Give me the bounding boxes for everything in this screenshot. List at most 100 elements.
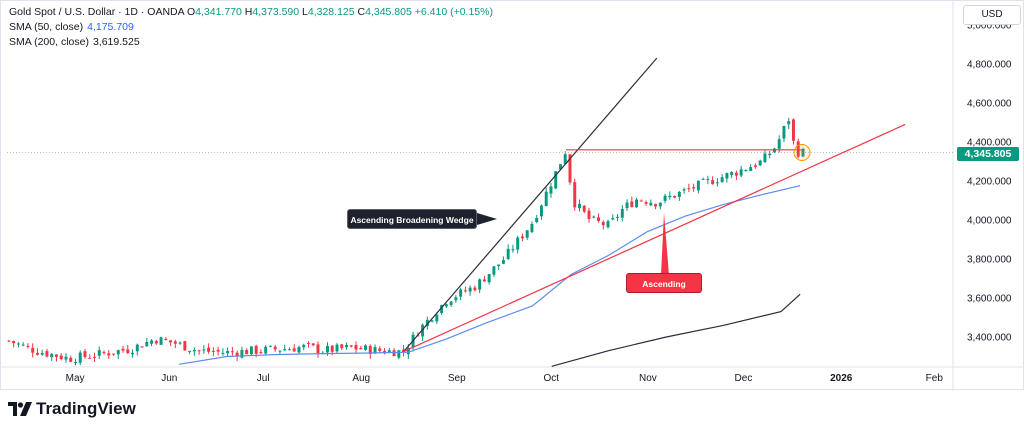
sma200-line bbox=[551, 293, 801, 367]
breakout-highlight bbox=[793, 144, 811, 162]
last-price-tag: 4,345.805 bbox=[957, 147, 1019, 161]
candle-body bbox=[430, 320, 434, 322]
candle-body bbox=[102, 351, 106, 353]
candle-body bbox=[739, 169, 743, 176]
candle-body bbox=[40, 352, 44, 355]
sma200-label: SMA (200, close) bbox=[9, 36, 89, 48]
low-label: L bbox=[302, 6, 308, 18]
candle-body bbox=[121, 348, 125, 351]
candle-body bbox=[782, 126, 786, 139]
x-tick-label: Aug bbox=[352, 373, 370, 384]
candle-body bbox=[254, 345, 258, 354]
candle-body bbox=[635, 199, 639, 208]
candle-body bbox=[35, 352, 39, 355]
close-label: C bbox=[357, 6, 366, 18]
candle-body bbox=[387, 350, 391, 353]
candle-body bbox=[544, 191, 548, 206]
candle-body bbox=[226, 351, 230, 354]
candle-body bbox=[216, 349, 220, 352]
x-tick-label: Nov bbox=[639, 373, 657, 384]
candle-body bbox=[587, 210, 591, 219]
symbol-legend[interactable]: Gold Spot / U.S. Dollar · 1D · OANDA O4,… bbox=[9, 5, 493, 20]
candle-body bbox=[159, 337, 163, 345]
change-value: +6.410 (+0.15%) bbox=[414, 6, 493, 18]
candle-body bbox=[264, 346, 268, 354]
candle-body bbox=[715, 182, 719, 184]
candle-body bbox=[487, 274, 491, 283]
candle-body bbox=[297, 347, 301, 353]
candle-body bbox=[249, 346, 253, 355]
candle-body bbox=[682, 189, 686, 191]
triangle-annotation[interactable]: Ascending Triangle bbox=[626, 273, 702, 309]
sma200-legend[interactable]: SMA (200, close) 3,619.525 bbox=[9, 35, 140, 50]
candle-body bbox=[392, 350, 396, 357]
candle-body bbox=[373, 347, 377, 354]
candle-body bbox=[525, 230, 529, 238]
candle-body bbox=[207, 347, 211, 352]
candle-body bbox=[335, 344, 339, 352]
candle-body bbox=[188, 350, 192, 352]
sma50-value: 4,175.709 bbox=[87, 21, 134, 33]
candle-body bbox=[687, 188, 691, 190]
wedge-annotation[interactable]: Ascending Broadening Wedge bbox=[347, 209, 477, 229]
candle-body bbox=[468, 287, 472, 292]
x-tick-label: Oct bbox=[543, 373, 559, 384]
candle-body bbox=[539, 205, 543, 217]
candle-body bbox=[59, 355, 63, 360]
candle-body bbox=[192, 350, 196, 352]
candle-body bbox=[620, 208, 624, 218]
x-tick-label: May bbox=[66, 373, 85, 384]
candle-body bbox=[326, 346, 329, 353]
candle-body bbox=[50, 353, 54, 358]
candle-body bbox=[345, 345, 348, 348]
candle-body bbox=[135, 344, 139, 352]
y-tick-label: 3,600.000 bbox=[967, 294, 1012, 305]
support-trendline bbox=[403, 123, 906, 353]
open-value: 4,341.770 bbox=[195, 6, 242, 18]
candle-body bbox=[677, 191, 681, 198]
candle-body bbox=[578, 203, 581, 209]
candle-body bbox=[463, 290, 467, 292]
chart-frame[interactable]: 3,400.000 3,600.000 3,800.000 4,000.000 4,20… bbox=[0, 0, 1024, 391]
y-tick-label: 5,000.000 bbox=[967, 21, 1012, 32]
candle-body bbox=[644, 201, 648, 204]
candle-body bbox=[64, 356, 68, 360]
candle-body bbox=[592, 216, 596, 218]
candle-body bbox=[150, 340, 154, 344]
candle-body bbox=[573, 182, 577, 208]
candle-body bbox=[112, 353, 115, 355]
candle-body bbox=[69, 357, 73, 362]
candle-body bbox=[673, 195, 677, 198]
x-tick-label: Feb bbox=[926, 373, 944, 384]
candle-body bbox=[435, 314, 439, 322]
candle-body bbox=[482, 279, 486, 282]
high-label: H bbox=[244, 6, 253, 18]
candle-body bbox=[316, 344, 320, 354]
price-chart[interactable]: 3,400.000 3,600.000 3,800.000 4,000.000 4,20… bbox=[1, 1, 1024, 391]
candle-body bbox=[501, 260, 505, 264]
candle-body bbox=[601, 221, 605, 226]
sma50-legend[interactable]: SMA (50, close) 4,175.709 bbox=[9, 20, 134, 35]
candle-body bbox=[140, 346, 144, 348]
candle-body bbox=[173, 341, 177, 344]
candle-body bbox=[230, 351, 234, 353]
candle-body bbox=[259, 352, 263, 354]
candle-body bbox=[368, 345, 372, 355]
tradingview-logo[interactable]: TradingView bbox=[8, 398, 136, 420]
symbol-title[interactable]: Gold Spot / U.S. Dollar · 1D · OANDA bbox=[9, 6, 185, 18]
candle-body bbox=[459, 289, 463, 297]
candle-body bbox=[611, 218, 615, 220]
candle-body bbox=[701, 178, 705, 180]
y-tick-label: 3,400.000 bbox=[967, 333, 1012, 344]
candle-body bbox=[240, 350, 244, 358]
y-tick-label: 4,000.000 bbox=[967, 216, 1012, 227]
candle-body bbox=[425, 319, 429, 327]
candle-body bbox=[421, 324, 425, 337]
y-tick-label: 3,800.000 bbox=[967, 255, 1012, 266]
candle-body bbox=[506, 248, 510, 259]
candle-body bbox=[330, 345, 334, 352]
candle-body bbox=[74, 361, 77, 363]
brand-name: TradingView bbox=[36, 399, 136, 418]
currency-button[interactable]: USD bbox=[963, 5, 1021, 25]
x-tick-label: Sep bbox=[448, 373, 466, 384]
